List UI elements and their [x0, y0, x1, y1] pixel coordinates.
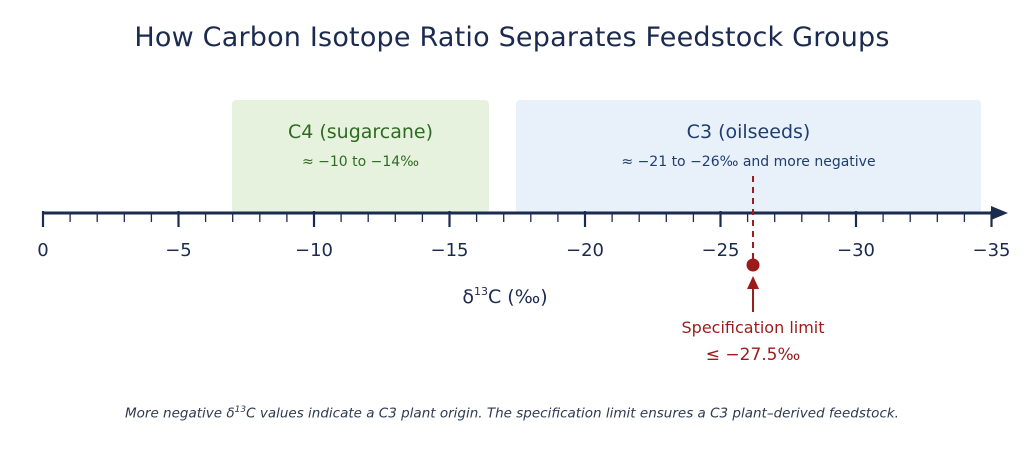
caption-pre: More negative δ	[125, 405, 235, 422]
tick-label: −15	[431, 240, 469, 261]
c4-zone-box	[232, 100, 489, 213]
axis-label-prefix: δ	[462, 286, 474, 308]
tick-label: −25	[702, 240, 740, 261]
spec-limit-label: Specification limit	[682, 318, 825, 337]
caption-sup: 13	[234, 405, 247, 415]
caption: More negative δ13C values indicate a C3 …	[0, 405, 1024, 422]
c4-zone-range: ≈ −10 to −14‰	[302, 154, 419, 170]
page-title: How Carbon Isotope Ratio Separates Feeds…	[134, 22, 890, 53]
tick-label: −5	[165, 240, 192, 261]
spec-limit-marker-dot	[746, 258, 760, 272]
c3-zone-box	[516, 100, 981, 213]
tick-label: −20	[566, 240, 604, 261]
axis-arrow-icon	[991, 206, 1008, 220]
spec-limit-value: ≤ −27.5‰	[706, 345, 801, 365]
tick-label: −30	[837, 240, 875, 261]
axis-label-sup: 13	[474, 285, 488, 298]
axis-label-suffix: C (‰)	[488, 286, 548, 308]
c3-zone-title: C3 (oilseeds)	[687, 121, 811, 143]
c3-zone-range: ≈ −21 to −26‰ and more negative	[621, 154, 875, 170]
caption-post: C values indicate a C3 plant origin. The…	[246, 405, 899, 422]
c4-zone-title: C4 (sugarcane)	[288, 121, 433, 143]
tick-label: 0	[37, 240, 48, 261]
up-arrow-icon	[747, 276, 760, 289]
tick-label: −10	[295, 240, 333, 261]
tick-label: −35	[973, 240, 1011, 261]
axis-label: δ13C (‰)	[462, 285, 547, 308]
tick-labels: 0 −5 −10 −15 −20 −25 −30 −35	[37, 240, 1010, 261]
